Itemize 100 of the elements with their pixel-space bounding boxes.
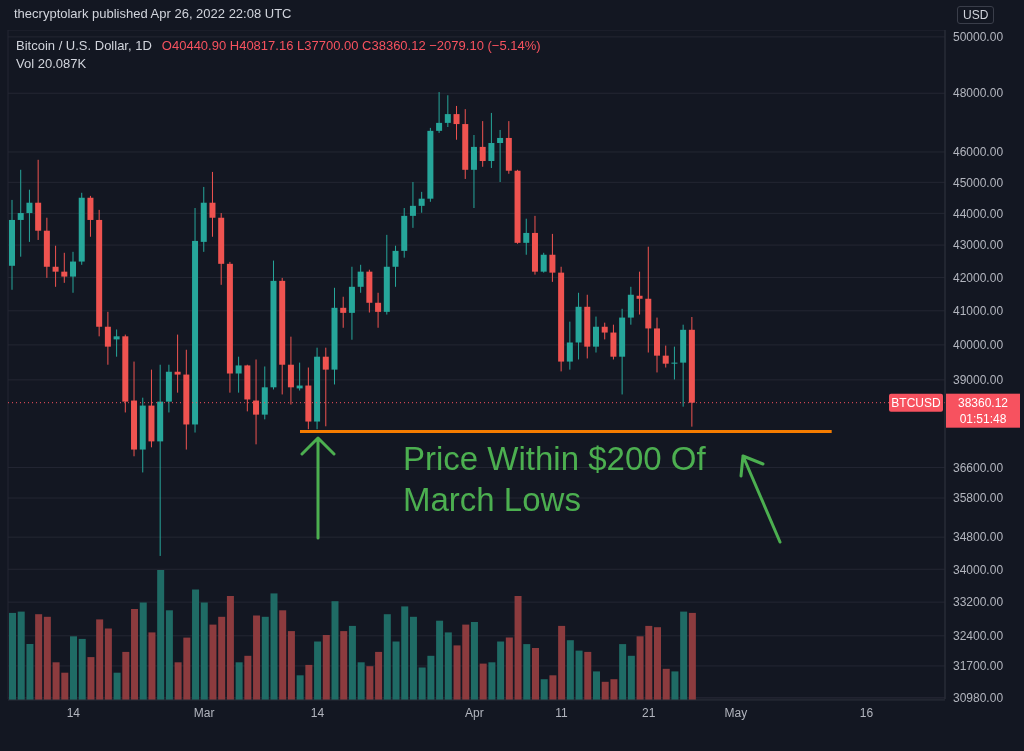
annotation: Price Within $200 Of March Lows [403, 439, 707, 521]
bar [436, 620, 444, 700]
candlestick [409, 181, 416, 229]
candlestick [52, 245, 59, 288]
bar [688, 612, 696, 700]
bar [253, 615, 261, 700]
bar [357, 662, 365, 700]
candlestick [453, 105, 460, 141]
y-tick-label: 43000.00 [953, 238, 1004, 253]
x-tick-label: 14 [310, 705, 325, 720]
x-tick-label: 14 [66, 705, 81, 720]
text: O40440.90 H40817.16 L37700.00 C38360.12 −2079.10 (−5.14%) [161, 38, 541, 53]
y-tick-label: 40000.00 [953, 338, 1004, 353]
x-tick-label: 21 [641, 705, 656, 720]
bar [584, 651, 592, 700]
bar [531, 648, 539, 700]
y-tick-label: 35800.00 [953, 491, 1004, 506]
bar [479, 663, 487, 700]
bar [680, 611, 688, 700]
y-tick-label: 42000.00 [953, 270, 1004, 285]
bar [139, 602, 147, 700]
bar [375, 651, 383, 700]
candlestick [87, 195, 94, 238]
bar [235, 662, 243, 700]
y-tick-label: 50000.00 [953, 30, 1004, 45]
y-tick-label: 48000.00 [953, 86, 1004, 101]
bar [279, 610, 287, 700]
bar [157, 570, 165, 700]
bar [470, 622, 478, 700]
candlestick [662, 345, 669, 369]
y-tick-label: 34800.00 [953, 530, 1004, 545]
bar [244, 655, 252, 700]
bar [566, 640, 574, 700]
bar [96, 619, 104, 700]
text: 01:51:48 [959, 411, 1007, 426]
candlestick [322, 347, 329, 427]
candlestick [436, 91, 443, 134]
candlestick [549, 233, 556, 283]
annotation: Vol 20.087K [16, 56, 87, 71]
bar [619, 644, 627, 700]
bar [340, 631, 348, 700]
bar [444, 632, 452, 700]
bar [505, 637, 513, 700]
bar [200, 602, 208, 700]
candlestick [375, 292, 382, 329]
bar [331, 601, 339, 700]
x-tick-label: May [724, 705, 748, 720]
candlestick [497, 129, 504, 183]
y-tick-label: 36600.00 [953, 460, 1004, 475]
candlestick [104, 311, 111, 366]
bar [671, 671, 679, 700]
bar [575, 650, 583, 700]
candlestick [357, 264, 364, 294]
bar [122, 651, 130, 700]
y-tick-label: 34000.00 [953, 562, 1004, 577]
bar [549, 675, 557, 700]
y-tick-label: 33200.00 [953, 595, 1004, 610]
bar [348, 625, 356, 700]
bar [113, 672, 121, 700]
y-tick-label: 32400.00 [953, 629, 1004, 644]
bar [165, 610, 173, 700]
candlestick [253, 358, 260, 445]
candlestick [444, 94, 451, 128]
candlestick [61, 252, 68, 284]
y-tick-label: 46000.00 [953, 145, 1004, 160]
bar [43, 616, 51, 700]
bar [322, 635, 330, 700]
candlestick [592, 316, 599, 354]
bar [488, 662, 496, 700]
candlestick [70, 251, 77, 294]
bar [226, 596, 234, 700]
bar [497, 641, 505, 700]
bar [131, 609, 139, 700]
bar [514, 596, 522, 700]
bar [87, 657, 95, 700]
bar [662, 668, 670, 700]
bar [523, 644, 531, 700]
bar [209, 624, 217, 700]
bar [104, 628, 112, 700]
bar [366, 666, 374, 700]
bar [540, 679, 548, 700]
candlestick [566, 321, 573, 371]
bar [592, 671, 600, 700]
candlestick [113, 328, 120, 358]
bar [218, 616, 226, 700]
candlestick [523, 218, 530, 256]
y-tick-label: 31700.00 [953, 659, 1004, 674]
bar [78, 638, 86, 700]
candlestick [392, 245, 399, 288]
y-tick-label: 39000.00 [953, 373, 1004, 388]
candlestick [174, 334, 181, 394]
text: 38360.12 [957, 395, 1009, 410]
candlestick [479, 120, 486, 168]
candlestick [26, 189, 33, 243]
x-tick-label: 11 [555, 705, 569, 720]
bar [627, 655, 635, 700]
candlestick [287, 336, 294, 406]
bar [192, 589, 200, 700]
candlestick [209, 171, 216, 238]
ref-line-label: BTCUSD [891, 395, 941, 410]
